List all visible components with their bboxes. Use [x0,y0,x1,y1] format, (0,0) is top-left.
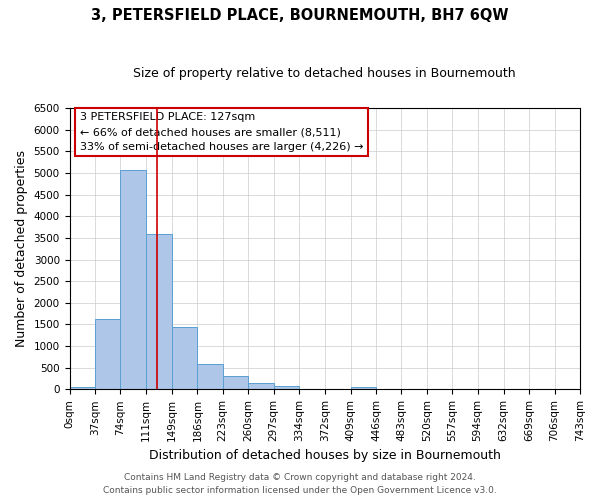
Bar [350,387,376,390]
Bar [223,376,248,390]
Bar [70,387,95,390]
Text: 3, PETERSFIELD PLACE, BOURNEMOUTH, BH7 6QW: 3, PETERSFIELD PLACE, BOURNEMOUTH, BH7 6… [91,8,509,22]
Bar [274,386,299,390]
Bar [95,319,121,390]
Bar [172,328,197,390]
Text: 3 PETERSFIELD PLACE: 127sqm
← 66% of detached houses are smaller (8,511)
33% of : 3 PETERSFIELD PLACE: 127sqm ← 66% of det… [80,112,363,152]
Bar [146,234,172,390]
Y-axis label: Number of detached properties: Number of detached properties [15,150,28,347]
Bar [248,384,274,390]
Text: Contains HM Land Registry data © Crown copyright and database right 2024.
Contai: Contains HM Land Registry data © Crown c… [103,474,497,495]
X-axis label: Distribution of detached houses by size in Bournemouth: Distribution of detached houses by size … [149,450,501,462]
Bar [197,364,223,390]
Bar [121,170,146,390]
Title: Size of property relative to detached houses in Bournemouth: Size of property relative to detached ho… [133,68,516,80]
